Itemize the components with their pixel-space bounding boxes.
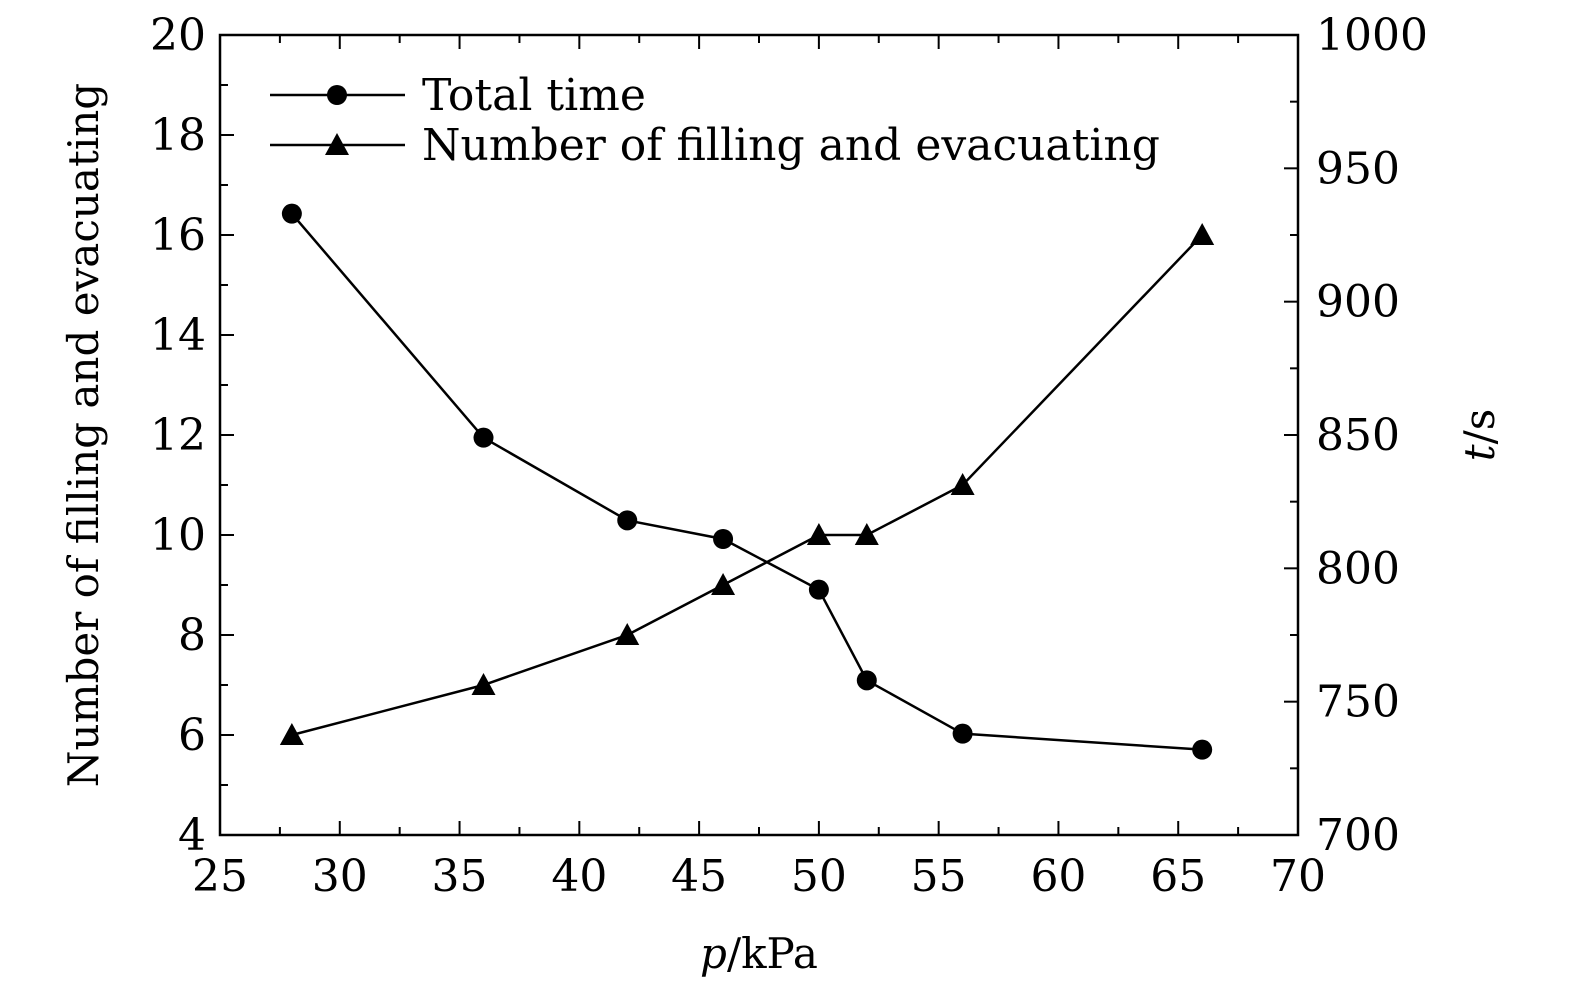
x-axis-var: p [700,929,727,978]
series-line-1 [291,234,1204,737]
y-left-tick-label: 4 [178,810,206,861]
data-point-circle [473,427,494,448]
y-left-tick-label: 10 [150,510,206,561]
data-point-triangle [854,523,879,545]
y-left-tick-label: 18 [150,110,206,161]
x-axis-label: p/kPa [700,929,818,978]
y-right-tick-label: 1000 [1316,10,1428,61]
data-point-triangle [279,723,304,745]
y-right-tick-label: 800 [1316,543,1400,594]
legend: Total time Number of filling and evacuat… [270,70,1160,171]
legend-label-number: Number of filling and evacuating [422,120,1160,171]
x-tick-label: 30 [312,851,368,902]
data-point-triangle [1190,223,1215,245]
plot-frame [218,33,1300,837]
y-right-tick-label: 750 [1316,677,1400,728]
y-left-tick-label: 8 [178,610,206,661]
x-tick-label: 65 [1150,851,1206,902]
y-left-tick-label: 16 [150,210,206,261]
y-axis-right-label: t/s [1455,409,1504,462]
x-tick-label: 60 [1030,851,1086,902]
legend-marker-number [325,133,349,155]
x-tick-label: 70 [1270,851,1326,902]
y-right-tick-label: 700 [1316,810,1400,861]
data-point-triangle [806,523,831,545]
x-tick-label: 35 [432,851,488,902]
data-point-circle [1192,739,1213,760]
y-axis-right-unit: /s [1455,409,1504,445]
x-tick-label: 55 [911,851,967,902]
data-point-circle [617,510,638,531]
series-line-0 [290,212,1203,751]
data-point-circle [952,723,973,744]
y-left-tick-label: 20 [150,10,206,61]
y-right-tick-label: 950 [1316,143,1400,194]
data-point-triangle [711,573,736,595]
data-point-circle [856,670,877,691]
x-tick-label: 40 [551,851,607,902]
y-left-tick-label: 6 [178,710,206,761]
x-tick-label: 45 [671,851,727,902]
series-layer [279,203,1215,760]
x-tick-label: 25 [192,851,248,902]
x-tick-label: 50 [791,851,847,902]
y-left-tick-label: 14 [150,310,206,361]
ticks-layer: 25 30 35 40 45 50 55 60 65 70 4 6 8 10 12 14 16 18 20 700 75… [150,10,1428,902]
y-left-tick-label: 12 [150,410,206,461]
y-axis-left-label: Number of filling and evacuating [59,83,108,787]
y-right-tick-label: 850 [1316,410,1400,461]
y-axis-right-var: t [1455,444,1504,461]
data-point-triangle [950,473,975,495]
data-point-triangle [615,623,640,645]
data-point-circle [808,579,829,600]
data-point-triangle [471,673,496,695]
data-point-circle [281,203,302,224]
y-right-tick-label: 900 [1316,277,1400,328]
x-axis-unit: /kPa [727,929,818,978]
legend-marker-total-time [327,85,347,105]
data-point-circle [713,529,734,549]
legend-label-total-time: Total time [422,70,646,121]
